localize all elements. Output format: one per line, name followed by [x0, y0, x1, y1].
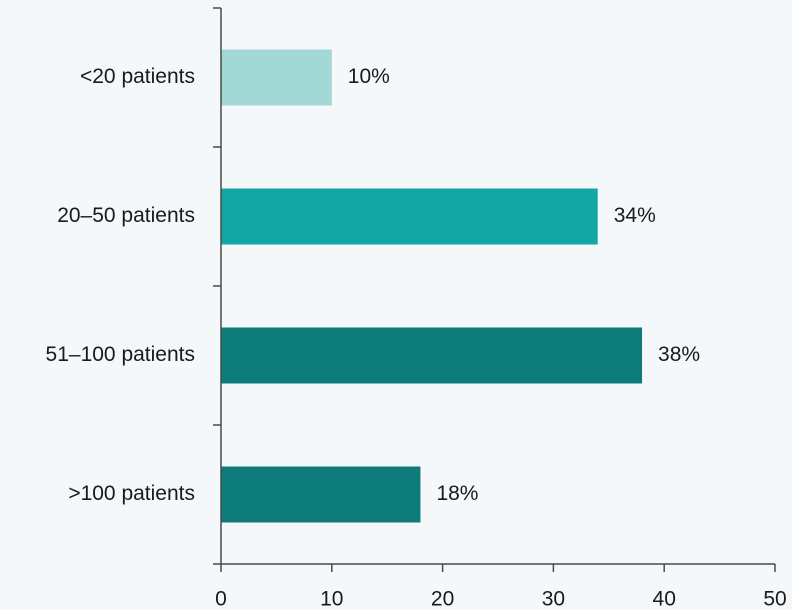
x-tick-label-1: 10 — [320, 588, 343, 610]
category-labels-group: <20 patients 20–50 patients 51–100 patient… — [46, 65, 195, 505]
category-label-1: <20 patients — [80, 65, 195, 88]
x-axis-ticks-group — [220, 564, 776, 572]
bar-4 — [221, 466, 421, 523]
x-axis-tick-labels-group: 0 10 20 30 40 50 — [215, 588, 787, 610]
data-labels-group: 10% 34% 38% 18% — [348, 65, 700, 505]
data-label-4: 18% — [436, 482, 478, 505]
data-label-1: 10% — [348, 65, 390, 88]
x-tick-label-5: 50 — [763, 588, 786, 610]
category-label-2: 20–50 patients — [57, 204, 195, 227]
category-label-3: 51–100 patients — [46, 343, 195, 366]
data-label-2: 34% — [614, 204, 656, 227]
bar-2 — [221, 188, 598, 245]
y-axis-ticks-group — [213, 7, 221, 565]
bar-1 — [221, 49, 332, 106]
category-label-4: >100 patients — [68, 482, 195, 505]
x-tick-label-2: 20 — [431, 588, 454, 610]
x-tick-label-3: 30 — [542, 588, 565, 610]
bar-3 — [221, 327, 643, 384]
bars-group — [221, 49, 643, 523]
x-tick-label-0: 0 — [215, 588, 227, 610]
data-label-3: 38% — [658, 343, 700, 366]
x-tick-label-4: 40 — [653, 588, 676, 610]
